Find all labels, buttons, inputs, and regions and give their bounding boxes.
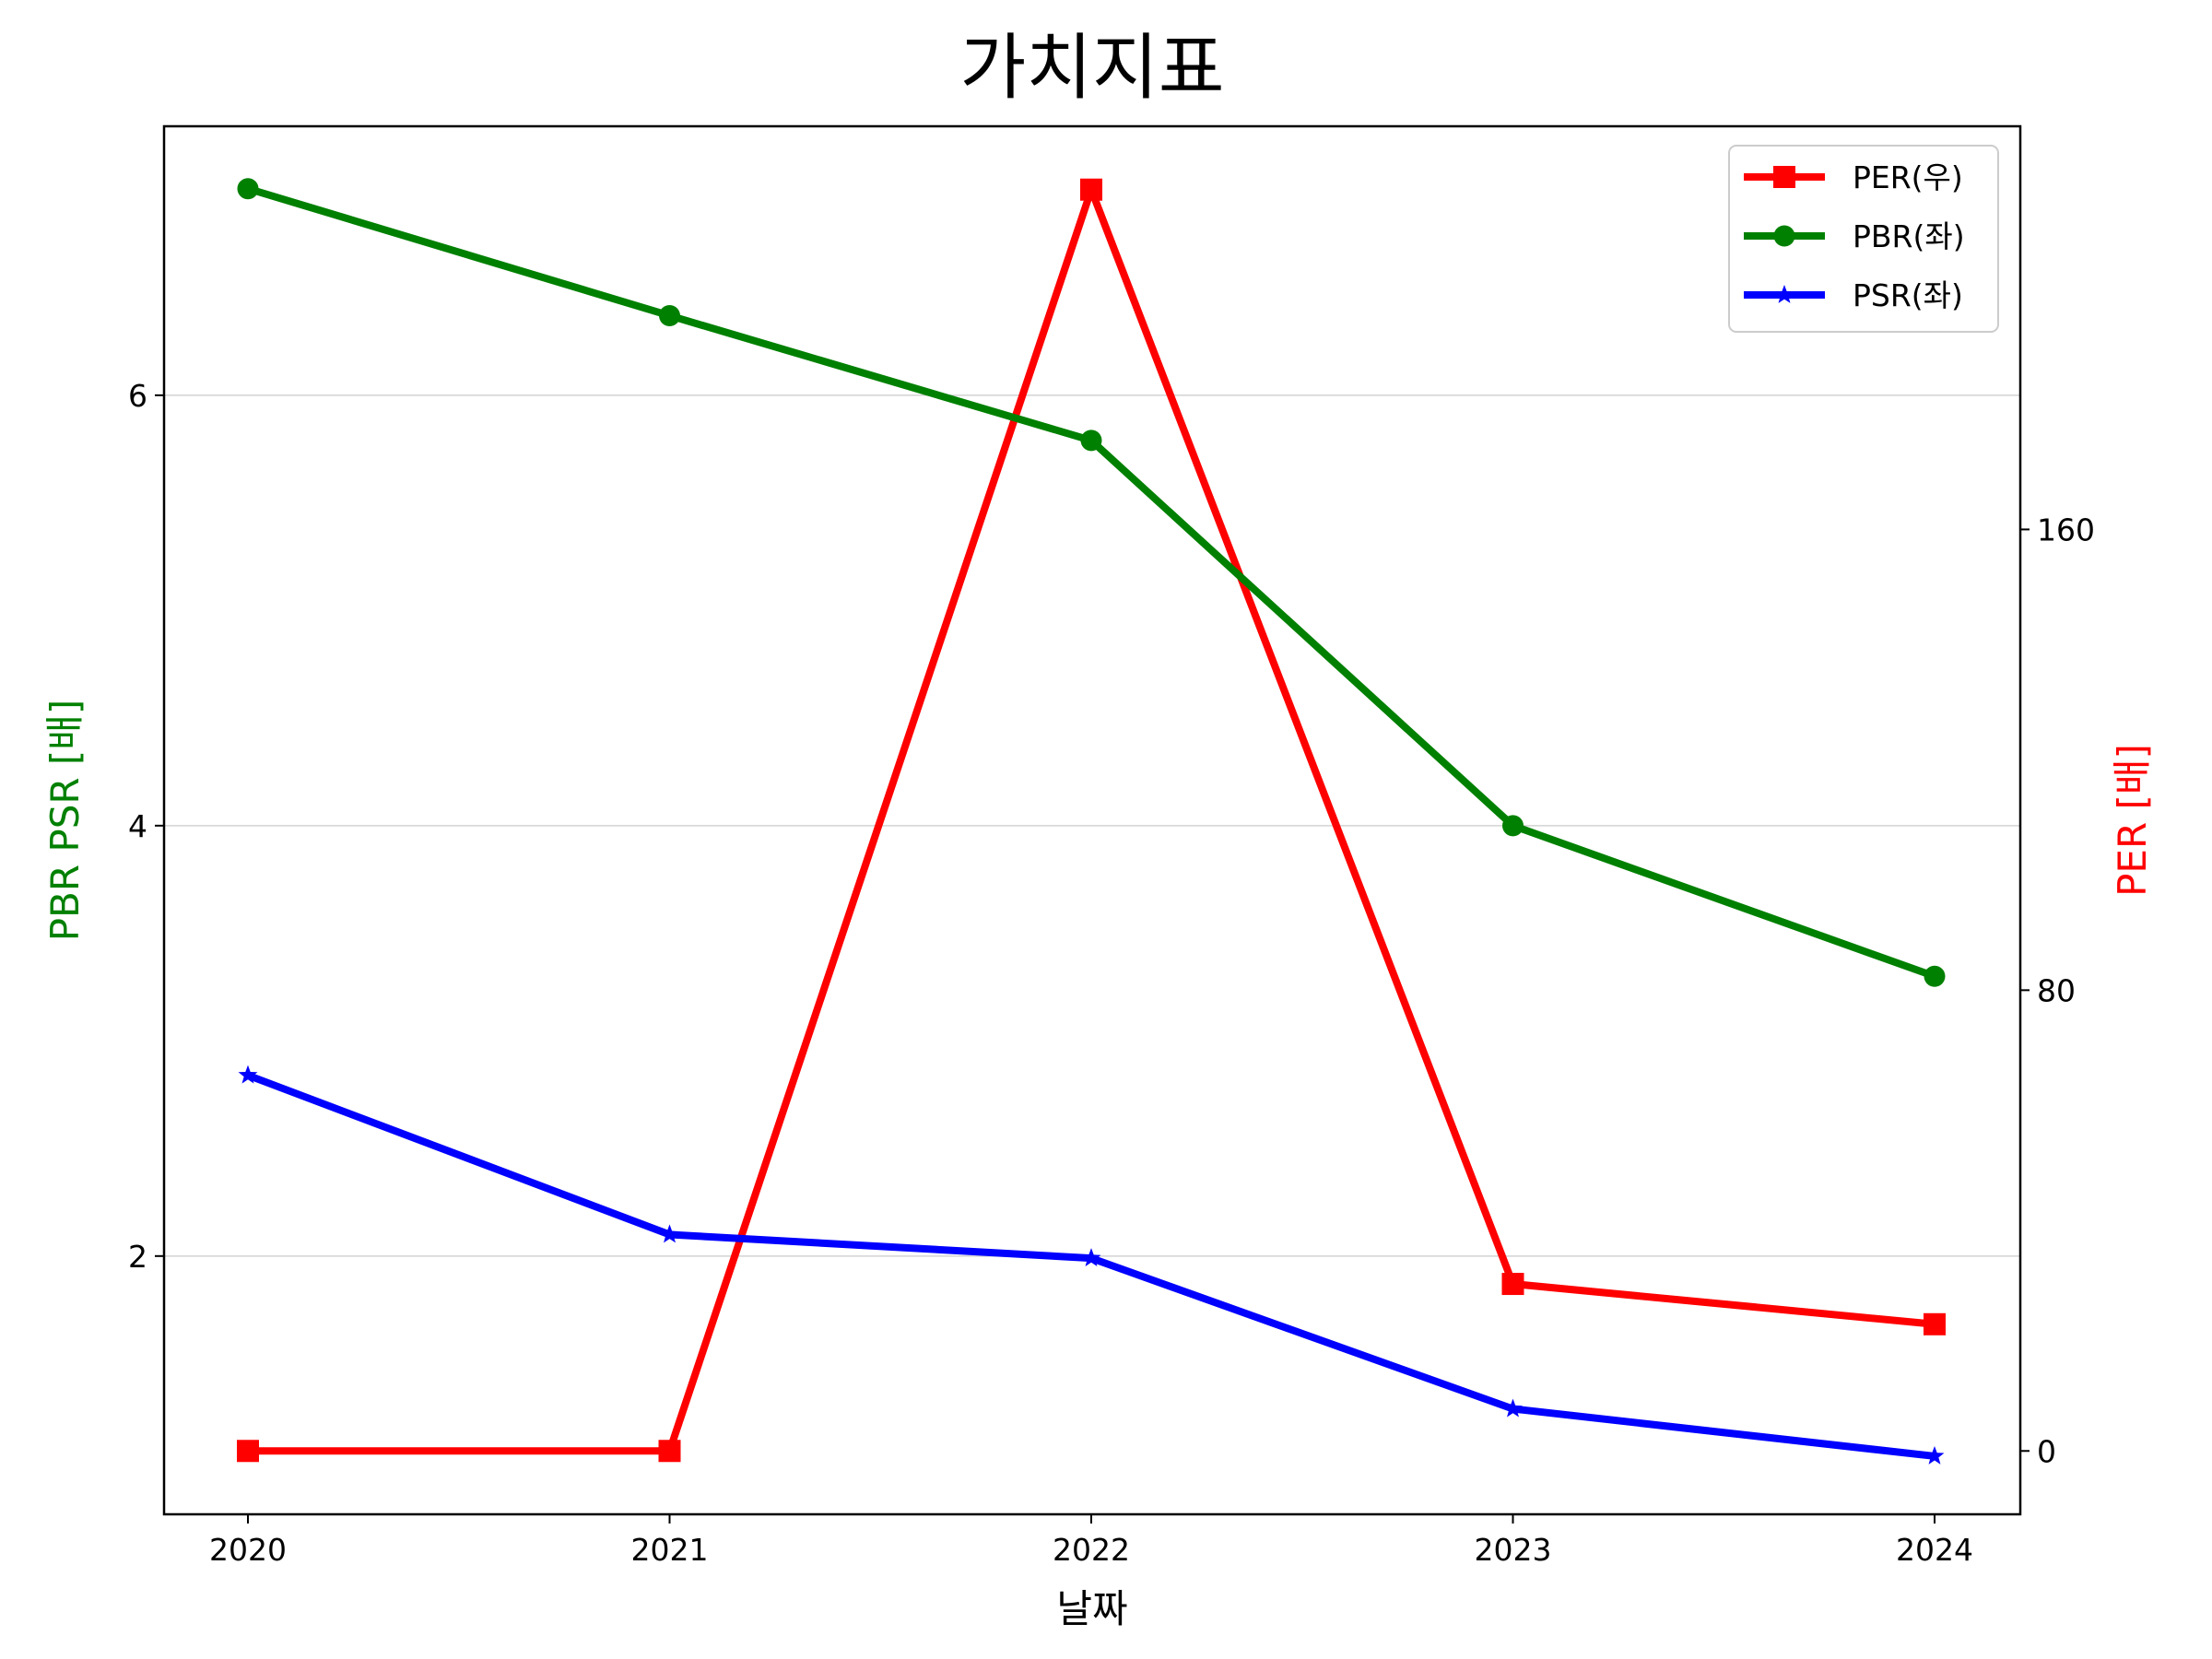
data-point-1 <box>1502 815 1524 837</box>
series-2 <box>238 1065 1945 1465</box>
y-right-tick-label: 0 <box>2037 1433 2056 1469</box>
x-tick-label: 2023 <box>1475 1532 1552 1568</box>
y-axis-left: 2 4 6 <box>128 378 164 1275</box>
y-right-tick-label: 80 <box>2037 972 2076 1008</box>
legend-box <box>1728 145 1999 333</box>
x-tick-label: 2024 <box>1896 1532 1973 1568</box>
data-point-0 <box>1501 1273 1524 1296</box>
data-point-2 <box>660 1224 679 1243</box>
x-tick-label: 2020 <box>209 1532 287 1568</box>
y-left-tick-label: 6 <box>128 378 147 414</box>
y-right-tick-label: 160 <box>2037 512 2095 547</box>
chart-title: 가치지표 <box>959 27 1224 110</box>
y-left-tick-label: 4 <box>128 808 147 844</box>
x-tick-label: 2022 <box>1053 1532 1130 1568</box>
data-point-1 <box>659 304 680 326</box>
data-point-0 <box>1924 1312 1946 1335</box>
legend-label-0: PER(우) <box>1853 159 1963 195</box>
data-point-2 <box>1081 1248 1101 1267</box>
data-point-0 <box>237 1440 259 1463</box>
data-point-1 <box>1080 429 1102 452</box>
plot-series <box>237 178 1946 1465</box>
legend-label-2: PSR(좌) <box>1853 277 1963 313</box>
legend-marker-0 <box>1773 166 1795 188</box>
data-point-2 <box>238 1065 258 1084</box>
legend-marker-2 <box>1774 285 1794 303</box>
series-0 <box>237 178 1946 1463</box>
legend-marker-1 <box>1773 225 1795 247</box>
y-axis-left-label: PBR PSR [배] <box>42 700 88 942</box>
legend-entries: PER(우) PBR(좌) PSR(좌) <box>1744 159 1965 313</box>
data-point-2 <box>1924 1445 1945 1465</box>
y-axis-right: 0 80 160 <box>2020 512 2095 1469</box>
series-1 <box>237 178 1946 987</box>
data-point-0 <box>658 1440 681 1463</box>
y-left-tick-label: 2 <box>128 1239 147 1275</box>
data-point-2 <box>1503 1398 1523 1418</box>
y-axis-right-label: PER [배] <box>2110 744 2155 897</box>
data-point-1 <box>237 178 259 200</box>
x-axis: 2020 2021 2022 2023 2024 <box>209 1514 1973 1568</box>
x-axis-label: 날짜 <box>1056 1586 1127 1631</box>
data-point-1 <box>1924 965 1946 987</box>
data-point-0 <box>1080 178 1102 201</box>
legend-label-1: PBR(좌) <box>1853 218 1965 254</box>
x-tick-label: 2021 <box>631 1532 709 1568</box>
legend: PER(우) PBR(좌) PSR(좌) <box>1728 145 1999 333</box>
